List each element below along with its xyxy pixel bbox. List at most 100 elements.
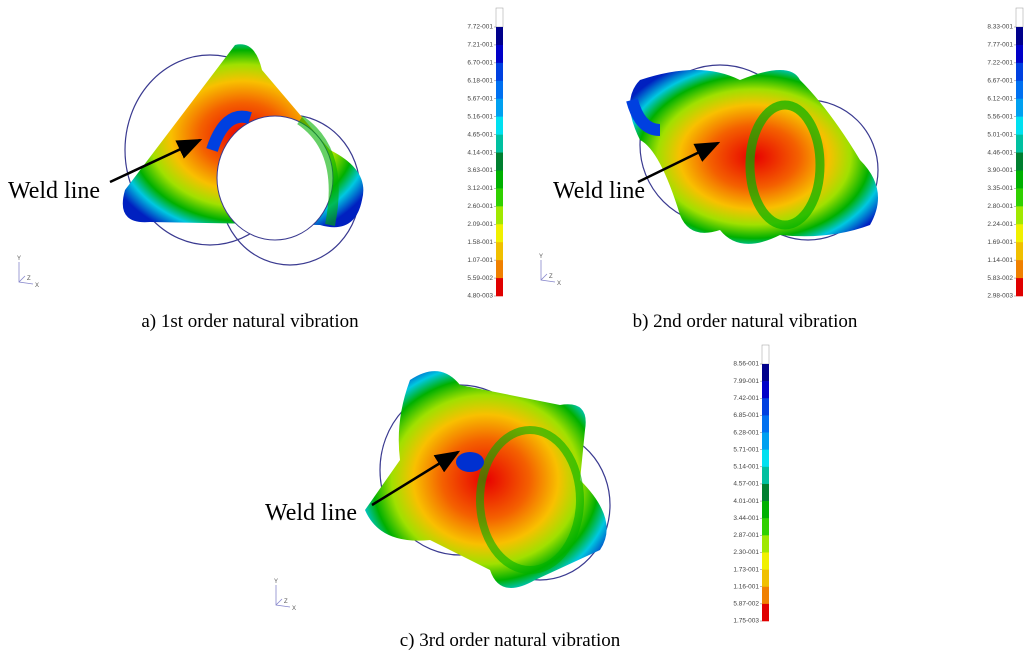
triad-label: Y — [274, 579, 278, 585]
colorbar-label: 5.67-001 — [467, 95, 493, 102]
colorbar-label: 7.72-001 — [467, 24, 493, 31]
colorbar-band — [1016, 153, 1023, 171]
colorbar-band — [1016, 188, 1023, 206]
colorbar-band — [496, 242, 503, 260]
colorbar-band — [496, 224, 503, 242]
colorbar-top — [496, 8, 503, 27]
colorbar-band — [1016, 63, 1023, 81]
colorbar-band — [1016, 224, 1023, 242]
colorbar-label: 3.63-001 — [467, 167, 493, 174]
colorbar-label: 1.14-001 — [987, 257, 1013, 264]
colorbar-label: 4.14-001 — [467, 149, 493, 156]
colorbar-band — [496, 153, 503, 171]
colorbar-band — [762, 484, 769, 501]
colorbar-band — [1016, 45, 1023, 63]
colorbar-band — [496, 188, 503, 206]
colorbar-band — [1016, 99, 1023, 117]
triad-label: X — [35, 283, 39, 289]
colorbar-label: 3.90-001 — [987, 167, 1013, 174]
colorbar-label: 7.77-001 — [987, 42, 1013, 49]
caption: a) 1st order natural vibration — [141, 311, 359, 332]
colorbar-band — [762, 364, 769, 381]
colorbar-label: 8.33-001 — [987, 24, 1013, 31]
colorbar-band — [762, 398, 769, 415]
colorbar-label: 2.80-001 — [987, 203, 1013, 210]
colorbar-band — [762, 518, 769, 535]
triad-label: Y — [17, 256, 21, 262]
colorbar-label: 1.75-003 — [733, 618, 759, 625]
colorbar-label: 2.09-001 — [467, 221, 493, 228]
colorbar-band — [762, 587, 769, 604]
weld-label: Weld line — [265, 500, 357, 526]
triad: Y Z X — [17, 256, 39, 289]
colorbar-label: 3.44-001 — [733, 515, 759, 522]
colorbar-label: 6.67-001 — [987, 78, 1013, 85]
weld-label: Weld line — [8, 178, 100, 204]
panel-c: Weld line Y Z X c) 3rd order natural vib… — [265, 371, 621, 651]
colorbar-band — [1016, 135, 1023, 153]
colorbar-band — [496, 278, 503, 296]
colorbar-top — [1016, 8, 1023, 27]
colorbar-label: 7.99-001 — [733, 378, 759, 385]
colorbar-label: 2.98-003 — [987, 293, 1013, 300]
colorbar-band — [496, 117, 503, 135]
colorbar-band — [762, 381, 769, 398]
colorbar-label: 5.01-001 — [987, 131, 1013, 138]
colorbar-label: 6.18-001 — [467, 78, 493, 85]
colorbar-label: 5.56-001 — [987, 113, 1013, 120]
colorbar-label: 5.16-001 — [467, 113, 493, 120]
colorbar-band — [1016, 260, 1023, 278]
colorbar-band — [496, 63, 503, 81]
colorbar-label: 6.85-001 — [733, 412, 759, 419]
figure: Weld line Y Z X a) 1st order natural vib… — [0, 0, 1025, 654]
caption: b) 2nd order natural vibration — [633, 311, 858, 332]
colorbar-band — [1016, 117, 1023, 135]
panel-b: Weld line Y Z X b) 2nd order natural vib… — [539, 65, 878, 332]
colorbar-band — [762, 450, 769, 467]
triad-label: Z — [27, 276, 31, 282]
triad-label: Z — [284, 599, 288, 605]
colorbar-band — [762, 433, 769, 450]
colorbar-label: 4.80-003 — [467, 293, 493, 300]
colorbar-band — [496, 206, 503, 224]
triad-label: Y — [539, 254, 543, 260]
colorbar-band — [1016, 27, 1023, 45]
colorbar-band — [496, 45, 503, 63]
colorbar-label: 2.30-001 — [733, 549, 759, 556]
colorbar-label: 5.87-002 — [733, 601, 759, 608]
colorbar-label: 5.83-002 — [987, 275, 1013, 282]
colorbar-label: 4.65-001 — [467, 131, 493, 138]
colorbar-label: 8.56-001 — [733, 361, 759, 368]
colorbar-label: 3.12-001 — [467, 185, 493, 192]
colorbar-label: 1.58-001 — [467, 239, 493, 246]
colorbar-label: 5.14-001 — [733, 464, 759, 471]
colorbar-band — [496, 99, 503, 117]
colorbar-label: 7.42-001 — [733, 395, 759, 402]
colorbar-label: 1.07-001 — [467, 257, 493, 264]
triad-label: X — [292, 606, 296, 612]
colorbar-band — [496, 81, 503, 99]
colorbar-label: 4.57-001 — [733, 481, 759, 488]
colorbar-band — [496, 170, 503, 188]
colorbar-band — [762, 604, 769, 621]
triad: Y Z X — [274, 579, 296, 612]
colorbar-label: 4.46-001 — [987, 149, 1013, 156]
colorbar-band — [496, 27, 503, 45]
colorbar-band — [1016, 242, 1023, 260]
colorbar-label: 7.21-001 — [467, 42, 493, 49]
colorbar-label: 2.60-001 — [467, 203, 493, 210]
colorbar-band — [762, 415, 769, 432]
colorbar-label: 1.16-001 — [733, 583, 759, 590]
colorbar-label: 1.73-001 — [733, 566, 759, 573]
weld-label: Weld line — [553, 178, 645, 204]
colorbar-label: 4.01-001 — [733, 498, 759, 505]
caption: c) 3rd order natural vibration — [400, 630, 621, 651]
colorbar-band — [1016, 278, 1023, 296]
colorbar-label: 6.12-001 — [987, 95, 1013, 102]
colorbar-band — [496, 135, 503, 153]
triad: Y Z X — [539, 254, 561, 287]
colorbar-label: 1.69-001 — [987, 239, 1013, 246]
colorbar-band — [762, 552, 769, 569]
triad-label: X — [557, 281, 561, 287]
colorbar-band — [1016, 206, 1023, 224]
